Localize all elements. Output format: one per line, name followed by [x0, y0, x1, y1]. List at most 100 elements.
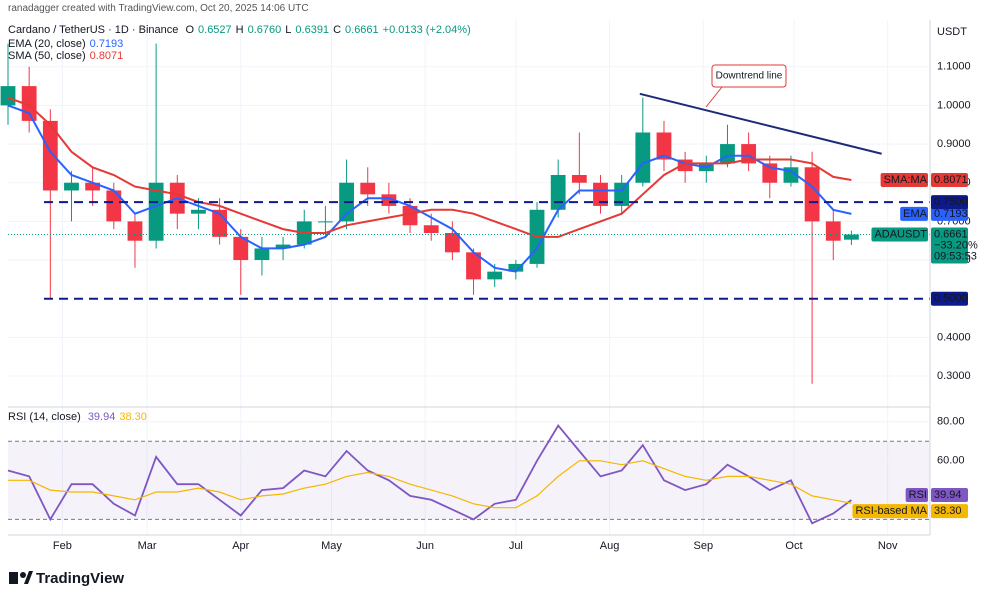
tag-value: 0.7193 — [934, 208, 968, 220]
tag-name: SMA:MA — [884, 174, 928, 186]
ohlc-key: H — [235, 24, 244, 36]
attribution: ranadagger created with TradingView.com,… — [8, 3, 309, 14]
ohlc-key: C — [333, 24, 342, 36]
annotation-text: Downtrend line — [716, 71, 783, 82]
candle-body — [42, 120, 58, 191]
ohlc-value: 0.6661 — [345, 24, 379, 36]
tag-value-box — [931, 487, 968, 502]
candle-body — [64, 182, 79, 191]
x-tick-label: Aug — [600, 540, 620, 552]
candle-body — [423, 225, 439, 233]
indicator-line — [7, 96, 852, 238]
y-tick-label: 0.3000 — [937, 370, 971, 382]
price-tag: 0.5000 — [931, 291, 968, 306]
candle-body — [85, 182, 101, 191]
candle-body — [720, 144, 735, 164]
y-tick-label: 80.00 — [937, 416, 965, 428]
candle-body — [106, 190, 122, 222]
rsi-value: 38.30 — [119, 411, 147, 423]
tag-name-box — [852, 504, 928, 519]
rsi-title: RSI (14, close) — [8, 411, 81, 423]
x-tick-label: Apr — [232, 540, 249, 552]
x-tick-label: Mar — [138, 540, 157, 552]
tag-name: RSI — [909, 489, 927, 501]
x-tick-label: Nov — [878, 540, 898, 552]
ticker-change: −33.20% — [934, 239, 978, 251]
tag-value-box — [931, 206, 968, 221]
candle-body — [508, 263, 524, 272]
tag-name: RSI-based MA — [855, 505, 927, 517]
ticker-symbol-box — [871, 227, 928, 242]
indicator-name: SMA (50, close) — [8, 50, 86, 62]
tag-value: 38.30 — [934, 505, 962, 517]
x-tick-label: May — [321, 540, 342, 552]
change: +0.0133 (+2.04%) — [382, 24, 471, 36]
brand-logo — [24, 571, 33, 584]
indicator-row: SMA (50, close) 0.8071 — [8, 50, 127, 62]
ohlc-value: 0.6527 — [198, 24, 232, 36]
ohlc-key: O — [185, 24, 195, 36]
symbol-title: Cardano / TetherUS · 1D · Binance — [8, 24, 179, 36]
candle-body — [191, 209, 206, 214]
x-tick-label: Sep — [693, 540, 713, 552]
candle-body — [402, 205, 418, 226]
price-tag: 38.30 RSI-based MA — [852, 504, 968, 519]
ohlc-value: 0.6760 — [247, 24, 282, 36]
candle-body — [360, 182, 376, 195]
ticker-box — [931, 227, 968, 264]
ohlc-key: L — [285, 24, 292, 36]
tag-value-box — [931, 195, 968, 210]
candle-body — [804, 167, 820, 222]
tag-value: 0.7500 — [934, 196, 968, 208]
x-tick-label: Oct — [785, 540, 802, 552]
ticker-countdown: 09:53:53 — [934, 250, 977, 262]
candle-body — [318, 221, 333, 223]
y-tick-label: 0.4000 — [937, 331, 971, 343]
tag-value-box — [931, 504, 968, 519]
rsi-legend: RSI (14, close) 39.94 38.30 — [8, 411, 151, 423]
price-tag: 0.8071 SMA:MA — [880, 172, 968, 187]
candle-body — [825, 221, 841, 241]
x-tick-label: Jun — [416, 540, 434, 552]
annotation-arrow — [705, 86, 723, 108]
annotation: Downtrend line — [705, 64, 787, 108]
price-tag: 39.94 RSI — [905, 487, 968, 502]
tag-value: 0.8071 — [934, 174, 968, 186]
candle-body — [148, 182, 164, 241]
candle-body — [635, 132, 651, 183]
candle-body — [275, 244, 291, 249]
indicator-name: EMA (20, close) — [8, 38, 86, 50]
brand-logo — [9, 572, 18, 584]
rsi-line — [7, 424, 852, 525]
trendline — [639, 92, 882, 155]
tag-value-box — [931, 172, 968, 187]
candle-body — [571, 175, 587, 183]
rsi-band — [8, 441, 930, 520]
price-tag: 0.7193 EMA — [900, 206, 968, 221]
candle-body — [614, 182, 630, 206]
ohlc-value: 0.6391 — [295, 24, 330, 36]
candle-body — [677, 159, 693, 172]
candle-body — [843, 234, 859, 240]
grid — [8, 20, 930, 535]
tag-value: 0.5000 — [934, 293, 968, 305]
candle-body — [381, 194, 397, 206]
indicator-value: 0.8071 — [89, 50, 124, 62]
y-tick-label: 0.9000 — [937, 138, 971, 150]
main-legend: Cardano / TetherUS · 1D · Binance O 0.652… — [8, 24, 475, 36]
candle-body — [656, 132, 672, 160]
tag-name: EMA — [903, 208, 928, 220]
candle-body — [233, 236, 249, 261]
y-tick-label: 60.00 — [937, 455, 965, 467]
tag-name-box — [900, 206, 928, 221]
tag-value-box — [931, 291, 968, 306]
brand: TradingView — [9, 570, 124, 587]
candle-body — [444, 232, 460, 253]
annotation-box — [711, 64, 787, 88]
candle-body — [466, 252, 481, 280]
indicator-row: EMA (20, close) 0.7193 — [8, 38, 127, 50]
x-tick-label: Feb — [53, 540, 72, 552]
rsi-line — [8, 460, 852, 509]
y-tick-label: 1.0000 — [937, 99, 971, 111]
